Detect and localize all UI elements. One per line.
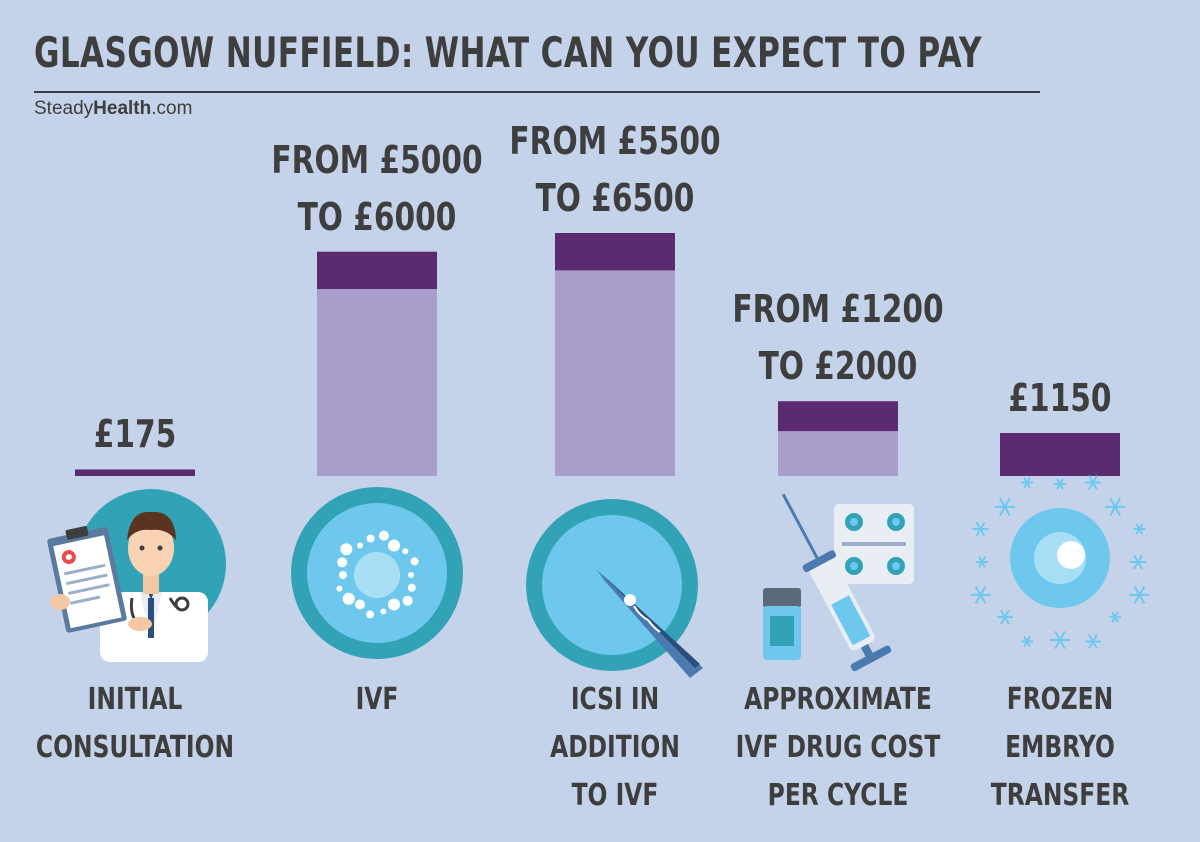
ivf-dot: [402, 595, 413, 606]
snowflake-icon: [1105, 497, 1126, 517]
ivf-dot: [388, 539, 400, 552]
brand-logo[interactable]: SteadyHealth.com: [34, 98, 192, 120]
column-label-4: FROZEN EMBRYO TRANSFER: [990, 682, 1130, 813]
doctor-icon: [47, 489, 226, 662]
ivf-dot: [408, 572, 414, 578]
brand-light: Steady: [34, 98, 94, 119]
bars-group: [75, 233, 1120, 476]
ivf-dot: [388, 598, 400, 611]
bar-min-1: [317, 289, 437, 476]
ivf-dot: [336, 585, 343, 592]
ivf-dot: [339, 571, 347, 579]
page-title: GLASGOW NUFFIELD: WHAT CAN YOU EXPECT TO…: [34, 28, 982, 77]
snowflake-icon: [996, 609, 1013, 625]
ivf-dot: [407, 583, 416, 592]
drug-syringe-icon: [763, 493, 914, 672]
snowflake-icon: [994, 497, 1015, 517]
brand-bold: Health: [93, 98, 152, 119]
snowflake-icon: [1133, 523, 1146, 535]
snowflake-icon: [976, 556, 988, 568]
snowflake-icon: [1109, 611, 1122, 623]
price-label-0: £175: [93, 412, 177, 457]
bar-min-3: [778, 431, 898, 476]
bar-min-2: [555, 270, 675, 476]
title-underline: [34, 91, 1040, 93]
price-label-2: FROM £5500 TO £6500: [509, 119, 721, 220]
snowflake-icon: [1050, 630, 1070, 650]
price-label-1: FROM £5000 TO £6000: [271, 137, 483, 239]
ivf-dot: [340, 543, 353, 556]
snowflake-icon: [1021, 476, 1034, 489]
snowflake-icon: [1130, 554, 1146, 570]
ivf-dot: [342, 592, 355, 605]
column-label-1: IVF: [355, 682, 399, 717]
icsi-needle-icon: [526, 499, 703, 678]
snowflake-icon: [1084, 634, 1101, 649]
ivf-dot: [378, 530, 389, 541]
price-label-4: £1150: [1008, 376, 1112, 420]
snowflake-icon: [1084, 475, 1101, 490]
bar-value-4: [1000, 433, 1120, 476]
brand-suffix: .com: [151, 98, 193, 119]
bar-value-0: [75, 469, 195, 476]
snowflake-icon: [1129, 585, 1150, 605]
snowflake-icon: [970, 585, 991, 605]
price-label-3: FROM £1200 TO £2000: [732, 287, 944, 389]
ivf-dot: [366, 534, 375, 543]
bar-range-2: [555, 233, 675, 271]
bar-range-1: [317, 251, 437, 290]
snowflake-icon: [972, 521, 989, 537]
column-label-3: APPROXIMATE IVF DRUG COST PER CYCLE: [735, 682, 941, 813]
ivf-dot: [337, 557, 348, 568]
ivf-dot: [355, 599, 365, 610]
frozen-embryo-icon: [970, 475, 1150, 650]
ivf-dot: [402, 548, 409, 555]
snowflake-icon: [1021, 635, 1034, 648]
ivf-cell-icon: [291, 487, 463, 659]
column-label-2: ICSI IN ADDITION TO IVF: [550, 682, 680, 813]
column-label-0: INITIAL CONSULTATION: [35, 682, 235, 765]
ivf-dot: [366, 610, 375, 619]
bar-range-3: [778, 401, 898, 432]
snowflake-icon: [1054, 478, 1066, 490]
ivf-dot: [410, 557, 419, 566]
ivf-dot: [380, 608, 387, 615]
ivf-dot: [357, 542, 363, 549]
